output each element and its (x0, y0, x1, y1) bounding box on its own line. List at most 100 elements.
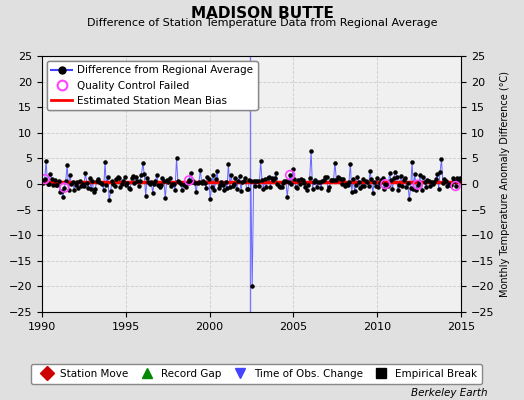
Point (50, 176, 59, 183)
Point (453, 175, 461, 181)
Point (189, 178, 198, 184)
Point (259, 185, 268, 192)
Point (130, 180, 139, 186)
Point (422, 184, 430, 191)
Point (394, 187, 402, 194)
Point (401, 175, 409, 182)
Point (80, 182, 88, 189)
Point (212, 176, 220, 183)
Point (109, 181, 117, 188)
Point (203, 174, 212, 180)
Text: MADISON BUTTE: MADISON BUTTE (191, 6, 333, 21)
Point (428, 179, 436, 185)
Point (328, 177, 336, 183)
Point (45, 180, 53, 187)
Point (144, 179, 152, 185)
Point (439, 180, 447, 186)
Point (307, 148, 315, 154)
Point (304, 182, 312, 188)
Point (179, 182, 188, 188)
Point (285, 179, 293, 186)
Point (314, 178, 322, 185)
Point (289, 165, 297, 172)
Point (171, 187, 179, 193)
Point (290, 176, 299, 182)
Point (450, 178, 458, 184)
Point (264, 175, 272, 182)
Point (412, 186, 420, 193)
Point (332, 176, 341, 183)
Point (63, 161, 71, 168)
Point (305, 175, 314, 181)
Point (40, 176, 49, 182)
Point (383, 182, 391, 188)
Point (167, 183, 175, 189)
Point (123, 180, 132, 187)
Point (386, 170, 394, 177)
Point (352, 182, 360, 188)
Point (140, 171, 148, 178)
Point (95, 178, 104, 185)
Point (100, 187, 108, 193)
Point (181, 181, 189, 188)
Point (241, 175, 249, 182)
Point (269, 177, 277, 184)
Point (188, 178, 196, 185)
Point (398, 183, 407, 189)
Point (84, 185, 92, 191)
Point (148, 190, 157, 196)
Point (355, 179, 363, 185)
Point (291, 184, 300, 190)
Point (255, 183, 264, 189)
Point (129, 172, 137, 179)
Point (87, 186, 95, 192)
Point (139, 160, 147, 166)
Point (411, 171, 419, 177)
Point (96, 180, 105, 186)
Point (185, 177, 193, 184)
Point (343, 182, 352, 188)
Point (60, 184, 69, 191)
Point (49, 182, 57, 188)
Point (249, 178, 258, 184)
Point (77, 182, 85, 189)
Point (54, 178, 63, 184)
Point (222, 179, 230, 185)
Point (70, 186, 79, 193)
Point (244, 186, 252, 192)
Point (443, 182, 451, 189)
Point (391, 168, 399, 175)
Point (451, 183, 460, 189)
Point (119, 178, 127, 184)
Point (112, 176, 121, 182)
Point (429, 181, 437, 188)
Point (83, 179, 91, 186)
Point (122, 182, 130, 188)
Point (192, 189, 200, 196)
Point (105, 197, 113, 204)
Point (265, 173, 273, 180)
Point (320, 176, 328, 183)
Point (310, 178, 318, 185)
Point (226, 184, 234, 190)
Point (364, 183, 373, 189)
Point (67, 180, 75, 187)
Legend: Difference from Regional Average, Quality Control Failed, Estimated Station Mean: Difference from Regional Average, Qualit… (47, 61, 257, 110)
Point (42, 158, 50, 164)
Point (146, 181, 154, 187)
Point (273, 180, 281, 187)
Point (52, 182, 60, 188)
Point (156, 184, 164, 190)
Point (294, 177, 303, 183)
Point (335, 174, 343, 181)
Point (416, 172, 424, 178)
Point (311, 177, 320, 184)
Point (71, 182, 80, 188)
Point (286, 172, 294, 178)
Point (183, 180, 192, 186)
Point (372, 183, 380, 189)
Point (387, 177, 395, 184)
Point (75, 177, 84, 184)
Point (81, 170, 90, 176)
Point (390, 174, 398, 181)
